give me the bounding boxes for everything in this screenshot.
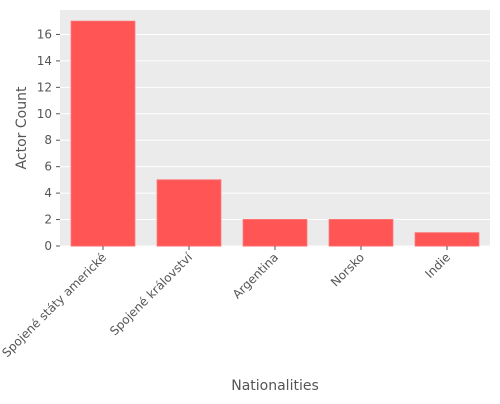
bar — [156, 179, 222, 247]
y-axis-ticks: 0 2 4 6 8 10 12 14 16 — [37, 27, 60, 253]
x-tick-label: Spojené státy americké — [0, 250, 109, 360]
y-tick-label: 6 — [44, 160, 52, 174]
y-tick-label: 16 — [37, 27, 52, 41]
bar — [70, 20, 136, 247]
x-tick-label: Spojené království — [107, 250, 196, 339]
y-tick-label: 4 — [44, 186, 52, 200]
y-tick-label: 2 — [44, 213, 52, 227]
y-axis-label: Actor Count — [14, 86, 30, 169]
bar — [242, 219, 308, 247]
x-tick-label: Norsko — [328, 250, 367, 289]
y-tick-label: 8 — [44, 133, 52, 147]
y-tick-label: 12 — [37, 80, 52, 94]
x-axis-label: Nationalities — [231, 378, 319, 394]
x-tick-label: Indie — [422, 250, 453, 281]
x-tick-label: Argentina — [230, 250, 281, 301]
y-tick-label: 14 — [37, 54, 52, 68]
bar — [414, 232, 480, 247]
y-tick-label: 0 — [44, 239, 52, 253]
bars — [70, 20, 480, 247]
y-tick-label: 10 — [37, 107, 52, 121]
bar — [328, 219, 394, 247]
